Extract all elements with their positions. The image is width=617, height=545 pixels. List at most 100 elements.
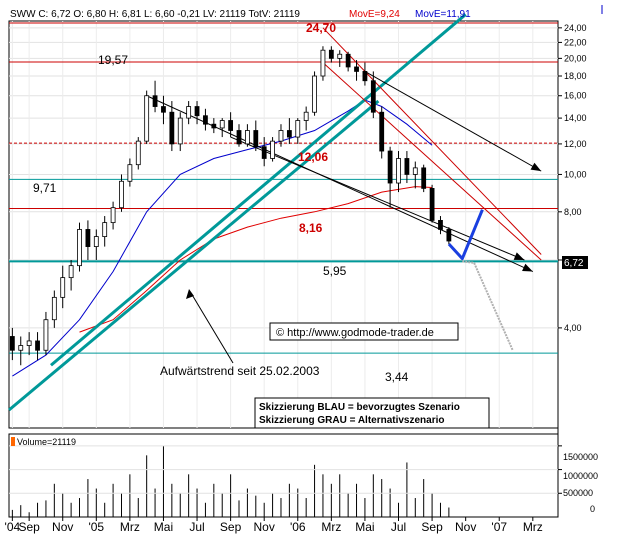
- time-tick-label: Sep: [18, 520, 40, 534]
- candle-body: [295, 120, 301, 138]
- candle-body: [68, 265, 74, 279]
- legend-box: [254, 397, 490, 429]
- trend-line: [322, 27, 542, 255]
- candle-body: [362, 71, 368, 82]
- volume-axis-ticks: [9, 445, 562, 494]
- candle-body: [35, 340, 40, 351]
- time-tick-label: Nov: [52, 520, 73, 534]
- time-tick-label: '05: [88, 520, 104, 534]
- price-tick-label: 14,00: [564, 113, 587, 123]
- price-tick-label: 4,00: [564, 323, 582, 333]
- candle-body: [228, 120, 234, 131]
- time-tick-label: Jul: [391, 520, 406, 534]
- copyright-text: © http://www.godmode-trader.de: [276, 327, 434, 339]
- trend-label: Aufwärtstrend seit 25.02.2003: [160, 364, 320, 378]
- candle-body: [421, 167, 427, 189]
- time-tick-label: Sep: [421, 520, 443, 534]
- level-816-label: 8,16: [299, 221, 323, 235]
- time-tick-label: Nov: [254, 520, 275, 534]
- scenario-sketches: [447, 209, 514, 351]
- trend-line: [8, 99, 380, 412]
- price-panel: [8, 20, 559, 429]
- volume-tick-0: 0: [590, 504, 595, 514]
- price-tick-label: 12,00: [564, 139, 587, 149]
- trend-arrowhead: [513, 252, 525, 260]
- level-971-label: 9,71: [33, 181, 57, 195]
- volume-panel: [8, 433, 559, 518]
- time-tick-label: Mrz: [523, 520, 543, 534]
- candle-body: [219, 120, 225, 129]
- candle-body: [303, 111, 309, 121]
- candle-body: [110, 207, 116, 224]
- candle-body: [161, 106, 166, 113]
- copyright-box: [269, 322, 459, 341]
- last-price-badge: [562, 256, 588, 269]
- volume-label: Volume=21119: [17, 437, 76, 447]
- level-1957-label: 19,57: [98, 53, 128, 67]
- candle-body: [93, 236, 99, 247]
- volume-tick-1000000: 1000000: [563, 471, 598, 481]
- price-tick-label: 18,00: [564, 71, 587, 81]
- moving-average-line: [79, 186, 433, 333]
- volume-bars: [11, 445, 450, 517]
- candle-body: [261, 146, 267, 159]
- candle-body: [186, 106, 192, 119]
- candlesticks: [9, 46, 452, 366]
- trend-line: [364, 70, 542, 172]
- price-tick-label: 16,00: [564, 91, 587, 101]
- candle-body: [77, 229, 82, 267]
- candle-body: [245, 130, 250, 145]
- candle-body: [60, 277, 66, 298]
- candle-body: [144, 95, 150, 142]
- header-mova-text: MovE=9,24: [349, 9, 400, 20]
- price-axis-ticks: 24,00 22,00 20,00 18,00 16,00 14,00 12,00 10,00…: [558, 23, 587, 333]
- price-tick-label: 8,00: [564, 207, 582, 217]
- candle-body: [446, 229, 452, 242]
- candle-body: [119, 180, 124, 209]
- candle-body: [312, 75, 317, 113]
- candle-body: [203, 115, 208, 125]
- scenario-blue-path: [447, 209, 484, 261]
- trend-label-pointer: [190, 292, 234, 364]
- candle-body: [169, 111, 175, 145]
- trend-line: [322, 62, 542, 261]
- candle-body: [18, 345, 24, 351]
- candle-body: [379, 111, 385, 152]
- candle-body: [9, 336, 15, 351]
- candle-body: [51, 296, 57, 321]
- price-tick-label: 22,00: [564, 37, 587, 47]
- time-tick-label: '04: [5, 520, 21, 534]
- level-595-label: 5,95: [323, 264, 347, 278]
- time-tick-label: Sep: [220, 520, 242, 534]
- candle-body: [177, 117, 183, 145]
- price-tick-label: 24,00: [564, 23, 587, 33]
- candle-body: [135, 140, 141, 166]
- time-tick-label: Mai: [355, 520, 374, 534]
- time-tick-label: Nov: [455, 520, 476, 534]
- volume-tick-500000: 500000: [563, 488, 593, 498]
- header-movb-text: MovE=11,91: [415, 9, 471, 20]
- candle-body: [43, 319, 49, 351]
- trend-line: [230, 136, 525, 261]
- candle-body: [270, 140, 275, 159]
- candle-body: [278, 130, 284, 142]
- scenario-gray-path: [462, 260, 514, 351]
- trend-line: [50, 13, 467, 367]
- last-price-text: 6,72: [564, 258, 584, 269]
- candle-body: [404, 158, 410, 175]
- candle-body: [438, 220, 443, 230]
- trend-arrowhead: [522, 263, 533, 272]
- candle-body: [286, 130, 292, 138]
- candle-body: [370, 80, 376, 113]
- candle-body: [236, 130, 242, 145]
- price-tick-label: 10,00: [564, 169, 587, 179]
- time-tick-label: Mrz: [120, 520, 140, 534]
- level-1206-label: 12,06: [298, 150, 328, 164]
- time-tick-label: '07: [491, 520, 507, 534]
- candle-body: [337, 53, 343, 59]
- candle-body: [127, 164, 133, 182]
- candle-body: [412, 167, 418, 175]
- time-tick-label: Mai: [154, 520, 173, 534]
